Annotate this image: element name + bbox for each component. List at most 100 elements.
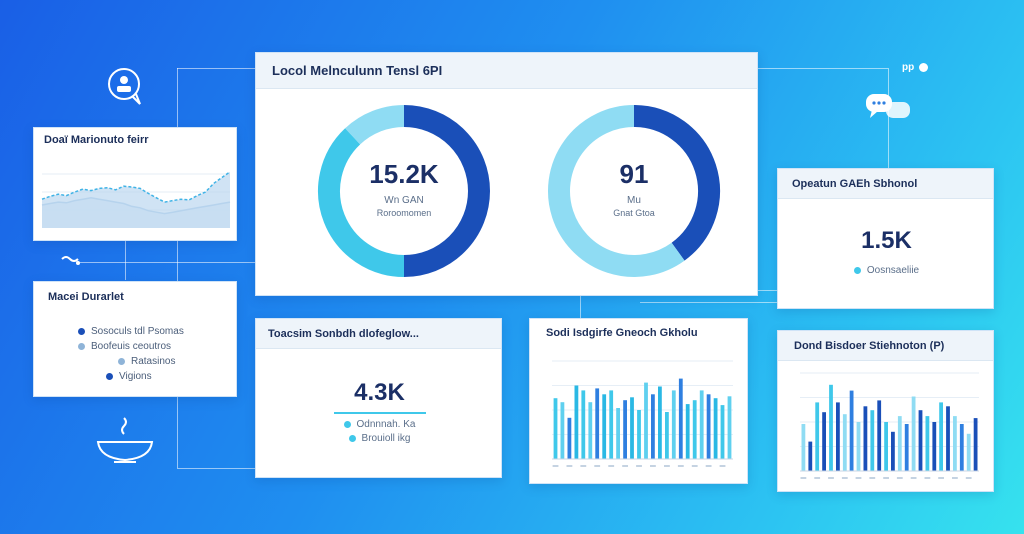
legend-item-label: Boofeuis ceoutros: [91, 341, 172, 352]
tick-mark: [608, 465, 615, 467]
tick-mark: [691, 465, 698, 467]
donut-slice-A: [633, 105, 720, 261]
bar: [801, 424, 806, 471]
bar: [595, 388, 600, 459]
bar: [637, 410, 641, 459]
bar: [953, 416, 957, 471]
legend-card-title: Macei Durarlet: [48, 291, 124, 303]
connector-line: [758, 290, 778, 291]
bar: [609, 390, 614, 459]
bar: [588, 402, 593, 459]
tick-mark: [828, 477, 834, 479]
legend-item: Sosoculs tdl Psomas: [78, 326, 184, 337]
bar-card-2: Dond Bisdoer Stiehnoton (P): [777, 330, 994, 492]
bar: [602, 394, 607, 459]
bar: [863, 406, 868, 471]
legend-dot: [348, 434, 356, 442]
right-kpi-card: Opeatun GAEh Sbhonol 1.5K Oosnsaeliie: [777, 168, 994, 309]
donut1-value: 15.2K: [369, 159, 439, 189]
bar: [959, 424, 964, 471]
donut-chart-1: [318, 105, 490, 277]
tick-mark: [636, 465, 642, 467]
trend-card: Doaï Marionuto feirr: [33, 127, 237, 241]
tick-mark: [883, 477, 889, 479]
right-kpi-title: Opeatun GAEh Sbhonol: [778, 169, 993, 199]
legend-item: Boofeuis ceoutros: [78, 341, 184, 352]
mid-kpi-card: Toacsim Sonbdh dlofeglow... 4.3K Odnnnah…: [255, 318, 502, 478]
donut-slice-C: [345, 105, 405, 145]
connector-line: [580, 296, 581, 318]
bar-chart-1: [552, 360, 733, 467]
bar: [891, 431, 895, 471]
right-kpi-legend-text: Oosnsaeliie: [866, 265, 920, 276]
donut-slice-A: [403, 105, 490, 277]
tick-mark: [965, 477, 972, 479]
bar-chart-2: [800, 372, 979, 479]
tick-mark: [705, 465, 712, 467]
bar: [658, 386, 662, 459]
bar: [574, 385, 579, 459]
bar: [884, 422, 888, 471]
mid-kpi-legend-1-text: Odnnnah. Ka: [356, 419, 416, 430]
bar-card-1-title: Sodi Isdgirfe Gneoch Gkholu: [546, 327, 698, 339]
tick-mark: [594, 465, 601, 467]
bar: [877, 400, 882, 471]
chat-bubbles-icon: [864, 92, 914, 126]
line-series-1: [41, 171, 231, 203]
bar: [897, 416, 902, 471]
bar: [946, 406, 950, 471]
legend-dot: [118, 357, 125, 365]
connector-line: [640, 302, 778, 303]
legend-dot: [106, 372, 113, 380]
connector-line: [888, 68, 889, 168]
bar: [918, 410, 923, 471]
top-right-badge: pp: [902, 62, 928, 73]
tick-mark: [566, 465, 573, 467]
bar: [699, 390, 704, 459]
tick-mark: [869, 477, 876, 479]
bar: [849, 390, 854, 471]
bar-card-1: Sodi Isdgirfe Gneoch Gkholu: [529, 318, 748, 484]
donut1-label: Wn GAN: [384, 195, 424, 206]
bar: [966, 433, 971, 471]
bar: [808, 441, 813, 471]
bar: [560, 402, 565, 459]
mid-kpi-value: 4.3K: [354, 379, 405, 406]
legend-dot: [853, 266, 861, 274]
bar: [678, 378, 683, 459]
bar: [671, 390, 676, 459]
tick-mark: [677, 465, 684, 467]
legend-dot: [78, 327, 85, 335]
bar: [836, 402, 840, 471]
legend-item: Vigions: [78, 371, 184, 382]
connector-line: [177, 68, 255, 69]
bar: [581, 390, 586, 459]
bowl-icon: [94, 414, 158, 466]
circle-icon: [919, 62, 928, 72]
bar: [644, 382, 648, 459]
legend-card: Macei Durarlet Sosoculs tdl Psomas Boofeu…: [33, 281, 237, 397]
trend-card-title: Doaï Marionuto feirr: [44, 134, 149, 146]
tick-mark: [580, 465, 587, 467]
donut-slice-B: [548, 105, 685, 277]
bar: [692, 400, 697, 459]
mid-kpi-title: Toacsim Sonbdh dlofeglow...: [256, 319, 501, 349]
bar: [822, 412, 826, 471]
bar: [904, 424, 909, 471]
bar: [932, 422, 937, 471]
connector-line: [125, 240, 126, 280]
bar: [665, 412, 669, 459]
connector-line: [177, 468, 255, 469]
donut2-label: Mu: [627, 195, 641, 206]
legend-list: Sosoculs tdl Psomas Boofeuis ceoutros Rata…: [78, 326, 184, 386]
bar: [925, 416, 930, 471]
mid-kpi-legend-2: Brouioll ikg: [256, 433, 501, 444]
tick-mark: [896, 477, 903, 479]
donut1-sublabel: Roroomomen: [376, 208, 432, 218]
connector-line: [758, 68, 888, 69]
bar: [727, 396, 732, 459]
tick-mark: [938, 477, 944, 479]
tick-mark: [664, 465, 670, 467]
bookmark-icon: [60, 255, 82, 269]
legend-item: Ratasinos: [78, 356, 184, 367]
